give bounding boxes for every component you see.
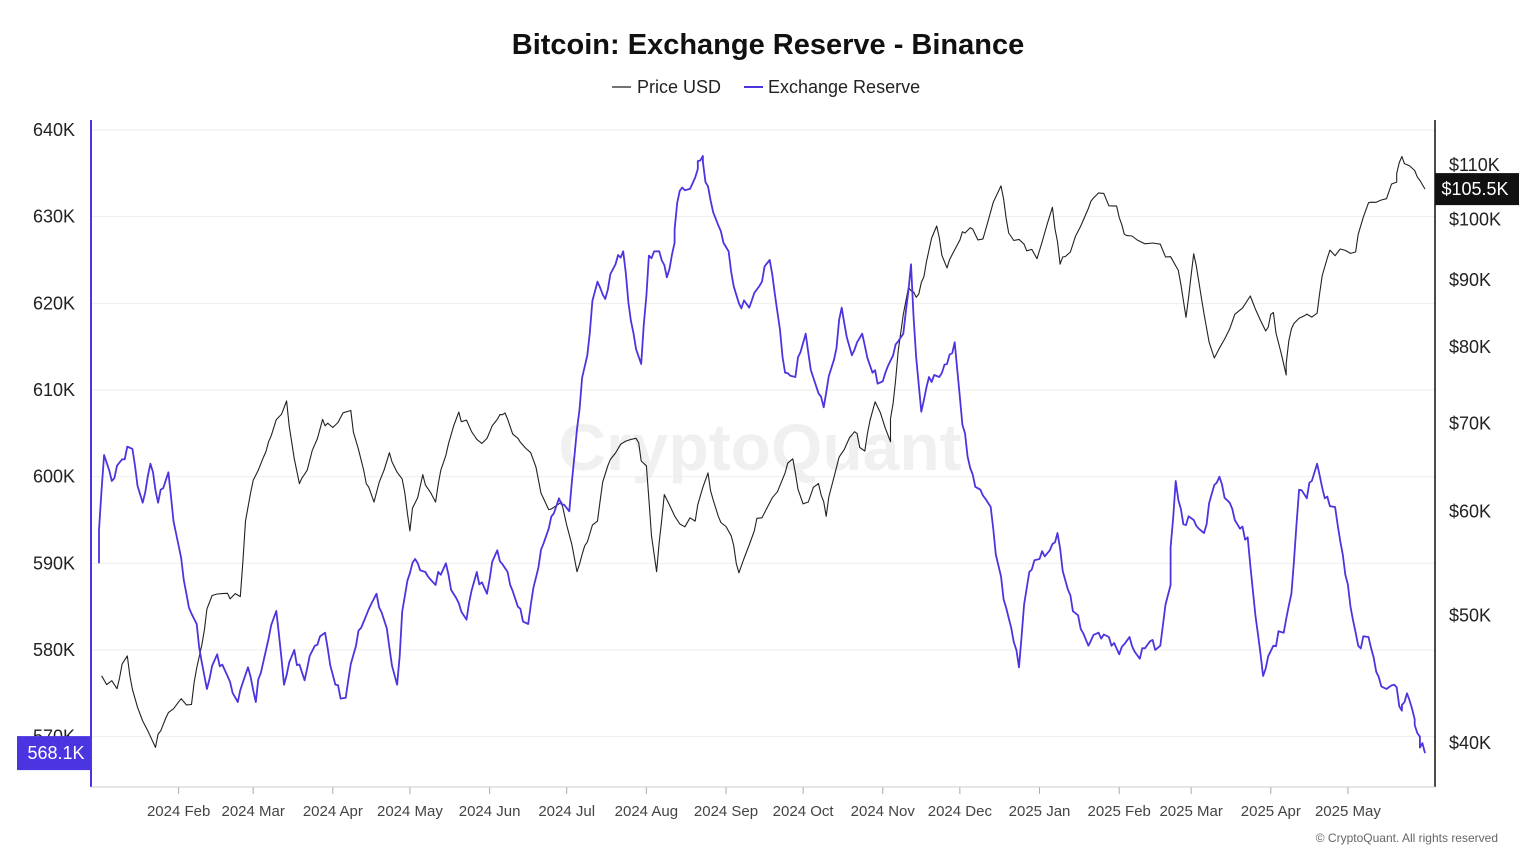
x-tick-label: 2025 Apr (1241, 803, 1301, 820)
right-tick-label: $100K (1449, 210, 1501, 230)
right-tick-label: $70K (1449, 413, 1491, 433)
left-tick-label: 580K (33, 640, 75, 660)
x-tick-label: 2025 Mar (1159, 803, 1222, 820)
x-axis-ticks: 2024 Feb 2024 Mar 2024 Apr 2024 May 2024 Jun… (147, 787, 1381, 820)
x-tick-label: 2024 Oct (773, 803, 835, 820)
reserve-last-value-badge: 568.1K (17, 736, 90, 771)
x-tick-label: 2024 Feb (147, 803, 210, 820)
x-tick-label: 2024 Aug (615, 803, 678, 820)
reserve-badge-box (17, 736, 90, 771)
gridlines (91, 129, 1435, 738)
price-badge-label: $105.5K (1441, 179, 1508, 199)
series-line-reserve (98, 155, 1426, 754)
right-tick-label: $60K (1449, 502, 1491, 522)
copyright-notice: © CryptoQuant. All rights reserved (1316, 831, 1498, 845)
left-tick-label: 600K (33, 467, 75, 487)
reserve-badge-label: 568.1K (27, 743, 84, 763)
legend-item-reserve[interactable]: Exchange Reserve (744, 77, 920, 97)
right-tick-label: $80K (1449, 337, 1491, 357)
price-badge-box (1435, 173, 1519, 206)
right-tick-label: $90K (1449, 270, 1491, 290)
left-tick-label: 630K (33, 207, 75, 227)
x-tick-label: 2025 Jan (1009, 803, 1071, 820)
price-last-value-badge: $105.5K (1435, 173, 1519, 206)
x-tick-label: 2024 Jul (538, 803, 595, 820)
x-tick-label: 2024 Nov (851, 803, 916, 820)
left-tick-label: 590K (33, 553, 75, 573)
x-tick-label: 2025 May (1315, 803, 1381, 820)
x-tick-label: 2024 Apr (303, 803, 363, 820)
right-tick-label: $110K (1449, 155, 1500, 175)
right-tick-label: $40K (1449, 733, 1491, 753)
x-tick-label: 2024 Dec (928, 803, 993, 820)
legend-label-price: Price USD (637, 77, 721, 97)
left-tick-label: 620K (33, 293, 75, 313)
right-tick-label: $50K (1449, 606, 1491, 626)
x-tick-label: 2024 Sep (694, 803, 758, 820)
watermark: CryptoQuant (558, 410, 961, 484)
x-tick-label: 2024 Mar (221, 803, 284, 820)
left-tick-label: 610K (33, 380, 75, 400)
series-line-price (101, 155, 1426, 748)
x-tick-label: 2025 Feb (1088, 803, 1151, 820)
x-tick-label: 2024 May (377, 803, 443, 820)
legend-item-price[interactable]: Price USD (612, 77, 721, 97)
x-tick-label: 2024 Jun (459, 803, 521, 820)
right-axis-ticks: $110K $100K $90K $80K $70K $60K $50K $40K (1449, 155, 1501, 753)
legend-label-reserve: Exchange Reserve (768, 77, 920, 97)
legend: Price USD Exchange Reserve (612, 77, 920, 97)
left-tick-label: 640K (33, 120, 75, 140)
chart-title: Bitcoin: Exchange Reserve - Binance (512, 29, 1025, 61)
left-axis-ticks: 640K630K620K610K600K590K580K570K (33, 120, 75, 747)
